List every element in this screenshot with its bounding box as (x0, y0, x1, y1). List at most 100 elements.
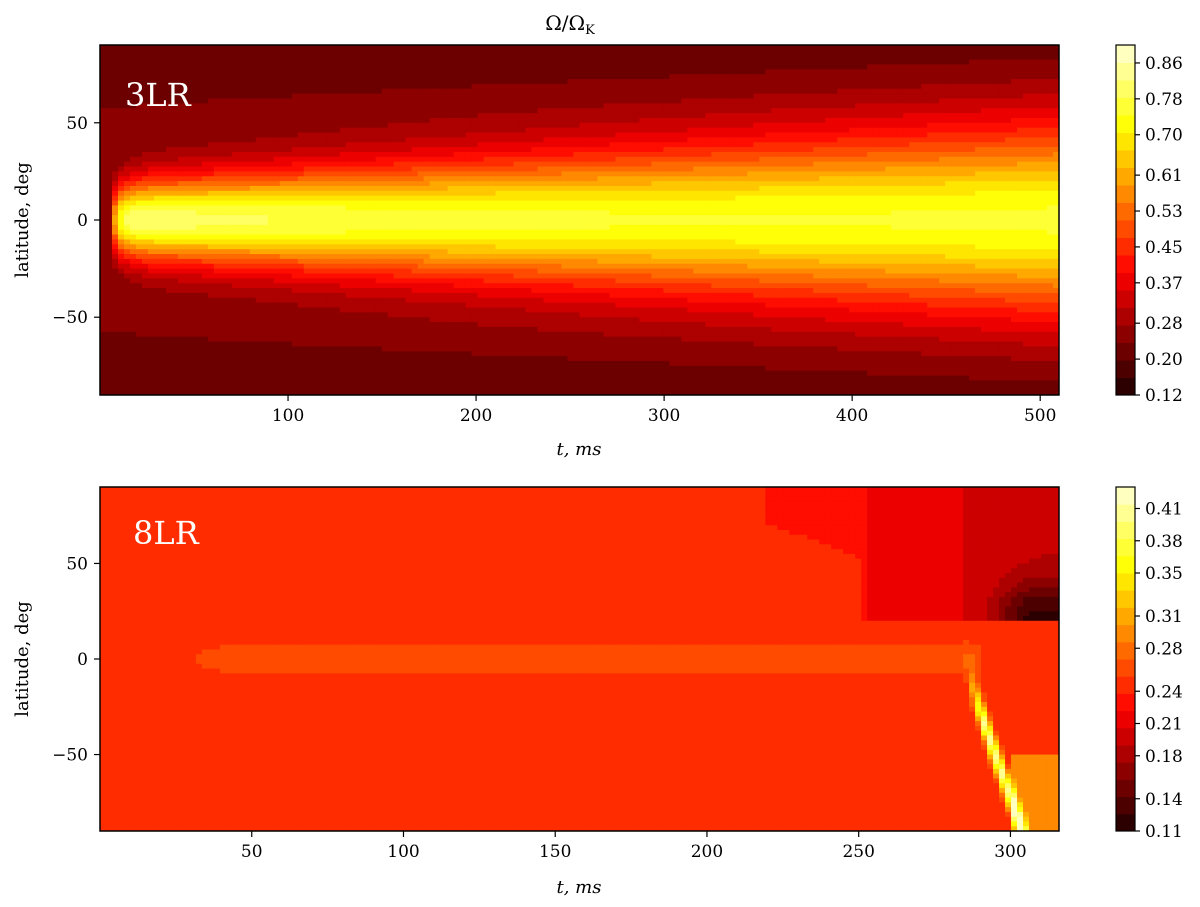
heatmap-cell (285, 370, 293, 377)
heatmap-cell (171, 59, 179, 66)
heatmap-cell (117, 302, 125, 309)
heatmap-cell (381, 302, 389, 309)
heatmap-cell (345, 103, 353, 109)
heatmap-cell (375, 181, 383, 187)
heatmap-cell (441, 365, 449, 372)
heatmap-cell (111, 297, 119, 304)
heatmap-cell (489, 258, 497, 265)
heatmap-cell (417, 326, 425, 333)
heatmap-cell (423, 54, 431, 61)
heatmap-cell (249, 263, 257, 270)
heatmap-cell (333, 336, 341, 343)
heatmap-cell (135, 181, 143, 187)
heatmap-cell (213, 370, 221, 377)
heatmap-cell (249, 79, 257, 85)
heatmap-cell (249, 210, 257, 216)
heatmap-cell (417, 113, 425, 119)
heatmap-cell (177, 137, 185, 143)
heatmap-cell (165, 244, 173, 250)
heatmap-cell (219, 200, 227, 207)
heatmap-cell (195, 156, 203, 163)
heatmap-cell (345, 312, 353, 318)
heatmap-cell (447, 122, 455, 129)
heatmap-cell (297, 288, 305, 294)
heatmap-cell (321, 210, 329, 216)
heatmap-cell (201, 224, 209, 231)
heatmap-cell (339, 331, 347, 338)
heatmap-cell (183, 195, 191, 202)
heatmap-cell (297, 88, 305, 95)
heatmap-cell (183, 176, 191, 182)
heatmap-cell (477, 195, 485, 202)
heatmap-cell (351, 156, 359, 163)
heatmap-cell (273, 288, 281, 294)
heatmap-cell (405, 234, 413, 241)
heatmap-cell (279, 297, 287, 304)
heatmap-cell (129, 205, 137, 211)
heatmap-cell (165, 54, 173, 61)
heatmap-cell (495, 45, 503, 51)
heatmap-cell (219, 346, 227, 352)
heatmap-cell (243, 239, 251, 245)
heatmap-cell (477, 341, 485, 347)
heatmap-cell (381, 195, 389, 202)
heatmap-cell (255, 312, 263, 318)
heatmap-cell (417, 331, 425, 338)
heatmap-cell (363, 127, 371, 134)
heatmap-cell (345, 239, 353, 245)
heatmap-cell (213, 108, 221, 114)
heatmap-cell (435, 380, 443, 386)
heatmap-cell (291, 137, 299, 143)
heatmap-cell (411, 147, 419, 153)
heatmap-cell (189, 166, 197, 172)
heatmap-cell (183, 224, 191, 231)
heatmap-cell (333, 166, 341, 172)
heatmap-cell (459, 122, 467, 129)
heatmap-cell (243, 302, 251, 309)
heatmap-cell (135, 326, 143, 333)
heatmap-cell (177, 64, 185, 70)
heatmap-cell (321, 195, 329, 202)
heatmap-cell (135, 273, 143, 279)
heatmap-cell (165, 346, 173, 352)
heatmap-cell (105, 365, 113, 372)
heatmap-cell (207, 360, 215, 367)
heatmap-cell (291, 156, 299, 163)
heatmap-cell (309, 278, 317, 284)
heatmap-cell (249, 390, 257, 395)
heatmap-cell (435, 215, 443, 221)
heatmap-cell (423, 117, 431, 124)
heatmap-cell (453, 117, 461, 124)
heatmap-cell (363, 181, 371, 187)
heatmap-cell (147, 326, 155, 333)
heatmap-cell (117, 370, 125, 377)
heatmap-cell (501, 171, 509, 177)
heatmap-cell (411, 74, 419, 80)
heatmap-cell (147, 385, 155, 391)
heatmap-cell (375, 385, 383, 391)
heatmap-cell (429, 326, 437, 333)
heatmap-cell (327, 273, 335, 279)
heatmap-cell (285, 244, 293, 250)
heatmap-cell (195, 390, 203, 395)
heatmap-cell (489, 54, 497, 61)
heatmap-cell (435, 161, 443, 168)
heatmap-cell (171, 127, 179, 134)
heatmap-cell (171, 370, 179, 377)
heatmap-cell (309, 171, 317, 177)
heatmap-cell (165, 288, 173, 294)
heatmap-cell (141, 268, 149, 275)
heatmap-cell (111, 278, 119, 284)
heatmap-cell (411, 297, 419, 304)
heatmap-cell (315, 356, 323, 362)
heatmap-cell (147, 161, 155, 168)
heatmap-cell (213, 200, 221, 207)
heatmap-cell (195, 185, 203, 192)
heatmap-cell (267, 205, 275, 211)
heatmap-cell (219, 292, 227, 299)
heatmap-cell (183, 254, 191, 260)
heatmap-cell (441, 181, 449, 187)
heatmap-cell (453, 365, 461, 372)
heatmap-cell (399, 147, 407, 153)
heatmap-cell (291, 317, 299, 323)
